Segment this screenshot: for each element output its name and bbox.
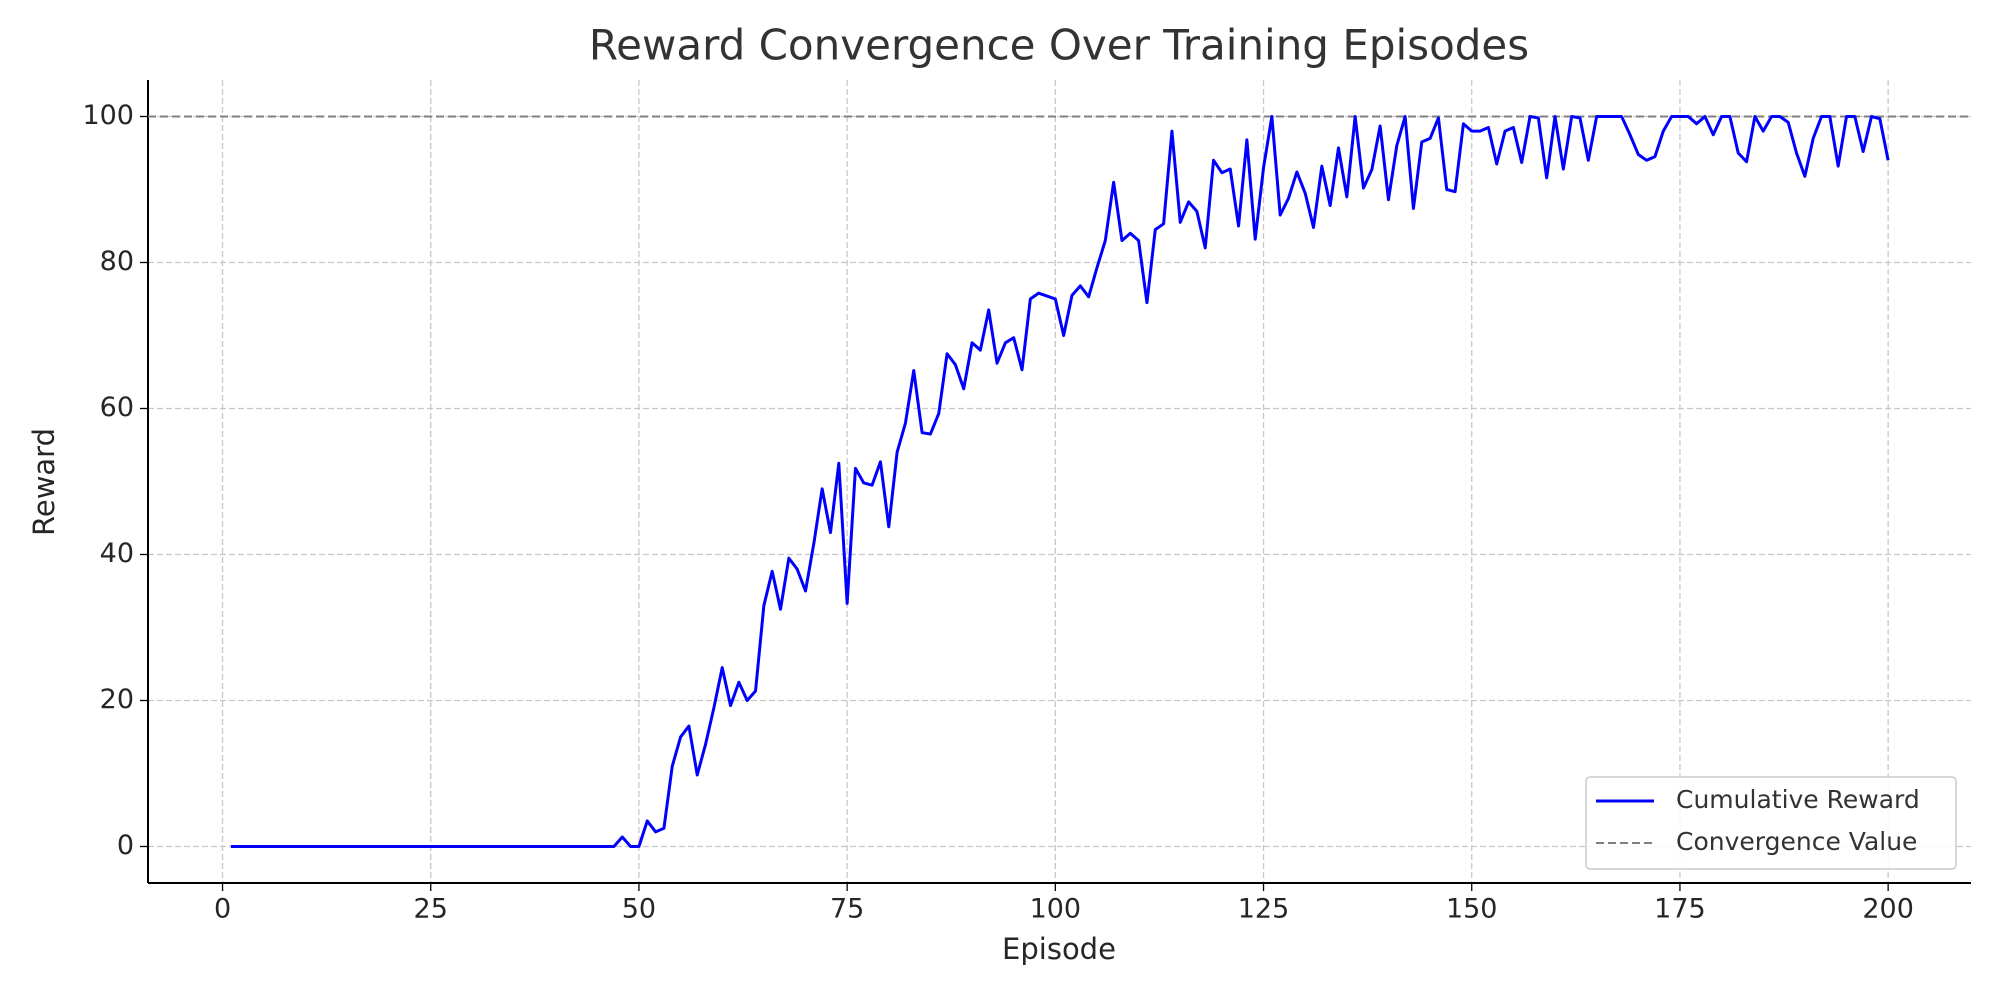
x-tick-label: 125 xyxy=(1238,894,1290,925)
x-tick-label: 150 xyxy=(1446,894,1498,925)
x-tick-label: 0 xyxy=(214,894,231,925)
y-tick-label: 0 xyxy=(117,830,134,861)
y-tick-label: 80 xyxy=(100,246,134,277)
legend-box xyxy=(1585,776,1957,870)
y-tick-label: 40 xyxy=(100,538,134,569)
y-tick-label: 20 xyxy=(100,684,134,715)
y-axis-label: Reward xyxy=(27,428,61,536)
y-tick-label: 100 xyxy=(82,100,134,131)
x-tick-label: 75 xyxy=(830,894,864,925)
data-line xyxy=(230,115,1890,848)
x-tick-label: 25 xyxy=(414,894,448,925)
x-tick-label: 50 xyxy=(622,894,656,925)
x-tick-label: 175 xyxy=(1654,894,1706,925)
x-axis-label: Episode xyxy=(1002,932,1116,966)
legend-label: Cumulative Reward xyxy=(1676,785,1920,814)
y-tick-label: 60 xyxy=(100,392,134,423)
x-tick-label: 200 xyxy=(1862,894,1914,925)
legend-label: Convergence Value xyxy=(1676,827,1917,856)
chart-title: Reward Convergence Over Training Episode… xyxy=(589,21,1529,70)
x-tick-label: 100 xyxy=(1030,894,1082,925)
